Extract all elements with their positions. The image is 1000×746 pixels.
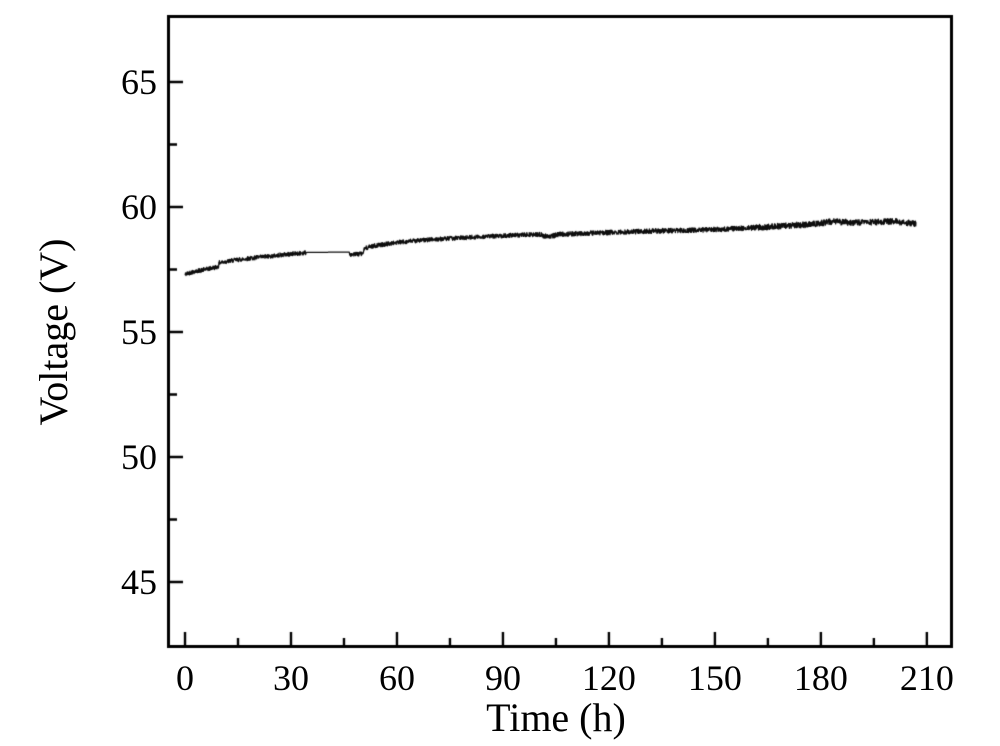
x-tick-label: 210 [899, 658, 954, 698]
x-tick-label: 0 [176, 658, 195, 698]
y-tick-label: 50 [121, 437, 157, 477]
y-tick-label: 65 [121, 62, 157, 102]
y-axis-title: Voltage (V) [31, 238, 76, 426]
x-tick-label: 150 [687, 658, 742, 698]
x-tick-label: 30 [272, 658, 309, 698]
x-tick-label: 90 [484, 658, 521, 698]
x-tick-label: 60 [378, 658, 415, 698]
x-axis-title: Time (h) [486, 695, 626, 740]
y-tick-label: 60 [121, 187, 157, 227]
x-tick-label: 180 [793, 658, 848, 698]
y-tick-label: 45 [121, 562, 157, 602]
y-tick-label: 55 [121, 312, 157, 352]
x-tick-label: 120 [581, 658, 636, 698]
